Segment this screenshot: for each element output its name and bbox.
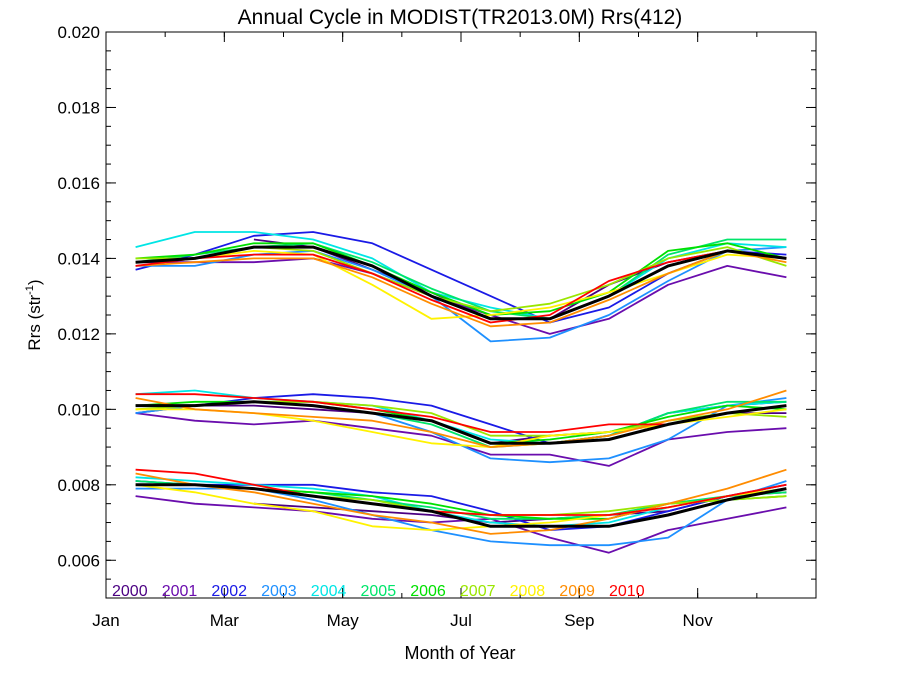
- x-tick-label: Nov: [683, 611, 714, 630]
- y-tick-label: 0.008: [57, 476, 100, 495]
- x-tick-label: Sep: [564, 611, 594, 630]
- series-line-top-mean-11: [135, 245, 787, 321]
- series-line-mid-21: [135, 389, 787, 448]
- y-tick-label: 0.012: [57, 325, 100, 344]
- legend: 2000 2001 2002 2003 2004 2005 2006 2007 2008 2009…: [112, 583, 645, 600]
- legend-entry-2010: 2010: [609, 583, 645, 600]
- legend-entry-2003: 2003: [261, 583, 297, 600]
- legend-entry-2007: 2007: [460, 583, 496, 600]
- legend-entry-2002: 2002: [211, 583, 247, 600]
- y-tick-label: 0.016: [57, 174, 100, 193]
- x-tick-label: Mar: [210, 611, 240, 630]
- y-tick-label: 0.014: [57, 249, 100, 268]
- legend-entry-2001: 2001: [162, 583, 198, 600]
- y-tick-label: 0.006: [57, 551, 100, 570]
- series-line-top-9: [135, 250, 787, 328]
- series-line-bottom-25: [135, 495, 787, 554]
- legend-entry-2005: 2005: [361, 583, 397, 600]
- legend-entry-2008: 2008: [510, 583, 546, 600]
- y-tick-label: 0.018: [57, 98, 100, 117]
- series-line-top-3: [135, 246, 787, 343]
- chart-title: Annual Cycle in MODIST(TR2013.0M) Rrs(41…: [238, 6, 683, 29]
- y-tick-label: 0.020: [57, 23, 100, 42]
- series-line-mid-mean-23: [135, 400, 787, 445]
- series-line-bottom-33: [135, 468, 787, 535]
- series-line-top-10: [135, 250, 787, 324]
- x-tick-label: Jul: [450, 611, 472, 630]
- legend-entry-2006: 2006: [410, 583, 446, 600]
- y-axis-label-main: Rrs (str: [25, 295, 44, 351]
- x-tick-label: Jan: [92, 611, 119, 630]
- series-line-top-1: [135, 257, 787, 335]
- y-axis-label: Rrs (str-1): [24, 279, 44, 350]
- y-axis-label-superscript: -1: [24, 285, 36, 295]
- series-line-bottom-mean-35: [135, 483, 787, 528]
- x-tick-label: May: [327, 611, 360, 630]
- series-line-bottom-34: [135, 468, 787, 516]
- x-axis-ticks: Jan Mar May Jul Sep Nov: [92, 32, 817, 630]
- y-axis-ticks: 0.006 0.008 0.010 0.012 0.014 0.016 0.018 0.020: [57, 23, 816, 599]
- y-tick-label: 0.010: [57, 400, 100, 419]
- series-line-bottom-32: [135, 483, 787, 531]
- x-axis-label: Month of Year: [404, 643, 515, 663]
- legend-entry-2009: 2009: [559, 583, 595, 600]
- series-layer: [135, 231, 787, 554]
- y-axis-label-close: ): [25, 279, 44, 285]
- legend-entry-2000: 2000: [112, 583, 148, 600]
- legend-entry-2004: 2004: [311, 583, 347, 600]
